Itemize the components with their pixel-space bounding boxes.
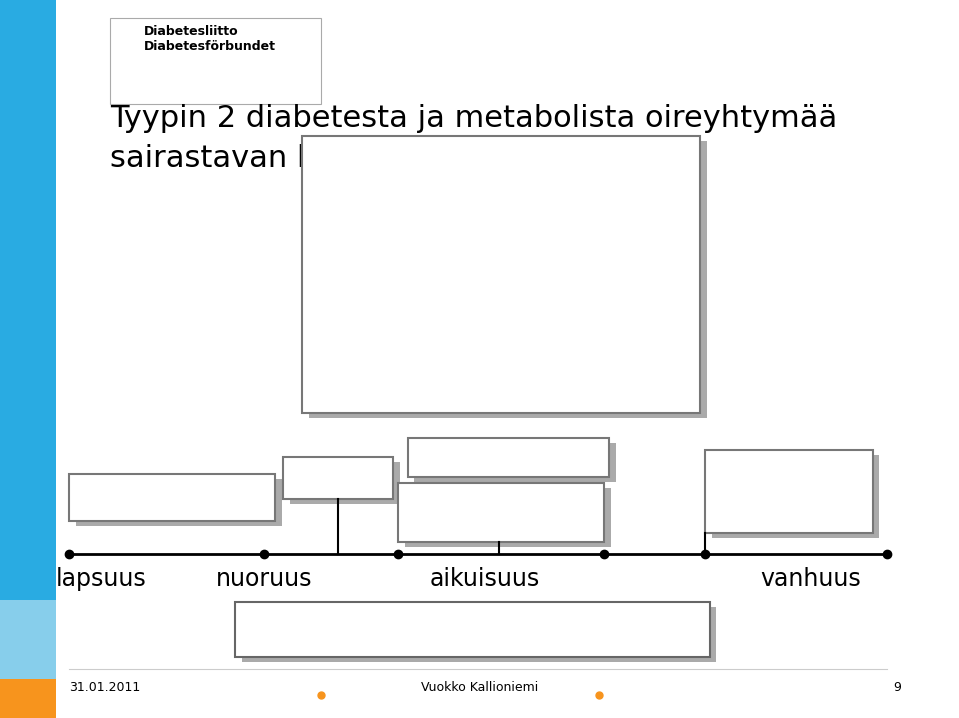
Text: Geriatrisen ja
diabeteskuntou-
tuksen
yhdistäminen: Geriatrisen ja diabeteskuntou- tuksen yh… <box>714 457 823 520</box>
Bar <box>405 488 611 547</box>
Bar <box>290 462 400 504</box>
Bar <box>242 607 716 662</box>
Text: Vuokko Kallioniemi: Vuokko Kallioniemi <box>421 681 538 694</box>
Bar <box>0 0 56 600</box>
Bar <box>302 136 700 413</box>
Bar <box>705 450 873 533</box>
Text: 9: 9 <box>894 681 901 694</box>
Bar <box>414 443 616 482</box>
Text: vanhuus: vanhuus <box>760 567 861 591</box>
Text: Diabetes diagnoosi tehdään ja lisäsairauksien
ilmaantuminen on mahdollista: Diabetes diagnoosi tehdään ja lisäsairau… <box>245 609 590 638</box>
Text: Ammatillinen kuntoutus,
Aslak®, TYK: Ammatillinen kuntoutus, Aslak®, TYK <box>408 490 593 520</box>
Bar <box>309 141 707 418</box>
Bar <box>283 457 393 499</box>
Text: sairastavan henkilön kuntoutus: sairastavan henkilön kuntoutus <box>110 144 590 172</box>
Text: 31.01.2011: 31.01.2011 <box>69 681 140 694</box>
Text: nuoruus: nuoruus <box>216 567 312 591</box>
Text: aikuisuus: aikuisuus <box>430 567 539 591</box>
Text: Diabetesliitto
Diabetesförbundet: Diabetesliitto Diabetesförbundet <box>144 25 276 53</box>
Bar <box>398 483 604 542</box>
Bar <box>0 679 56 718</box>
Bar <box>712 455 879 538</box>
Bar <box>235 602 710 657</box>
Bar <box>408 438 609 477</box>
Text: lapsuus: lapsuus <box>56 567 146 591</box>
Bar <box>76 479 282 526</box>
Bar <box>69 474 275 521</box>
Text: TYKY-toiminta: TYKY-toiminta <box>417 445 523 458</box>
Text: Ensitieto: Ensitieto <box>292 465 359 477</box>
Bar <box>110 18 321 104</box>
Text: Kuntouttava
hoito: Kuntouttava hoito <box>533 144 626 173</box>
Bar <box>0 600 56 679</box>
Text: Tyypin 2 diabetesta ja metabolista oireyhtymää: Tyypin 2 diabetesta ja metabolista oirey… <box>110 104 837 133</box>
Text: Sopeutumisvalmennus
yhteistyössä
❖sydänkuntoutuksen
❖aivohalvauskuntoutuksen
❖tu: Sopeutumisvalmennus yhteistyössä ❖sydänk… <box>312 144 596 289</box>
Text: Ylipainoisuuden esto ja
hoito varhaiskuntoutuksella: Ylipainoisuuden esto ja hoito varhaiskun… <box>79 481 264 510</box>
